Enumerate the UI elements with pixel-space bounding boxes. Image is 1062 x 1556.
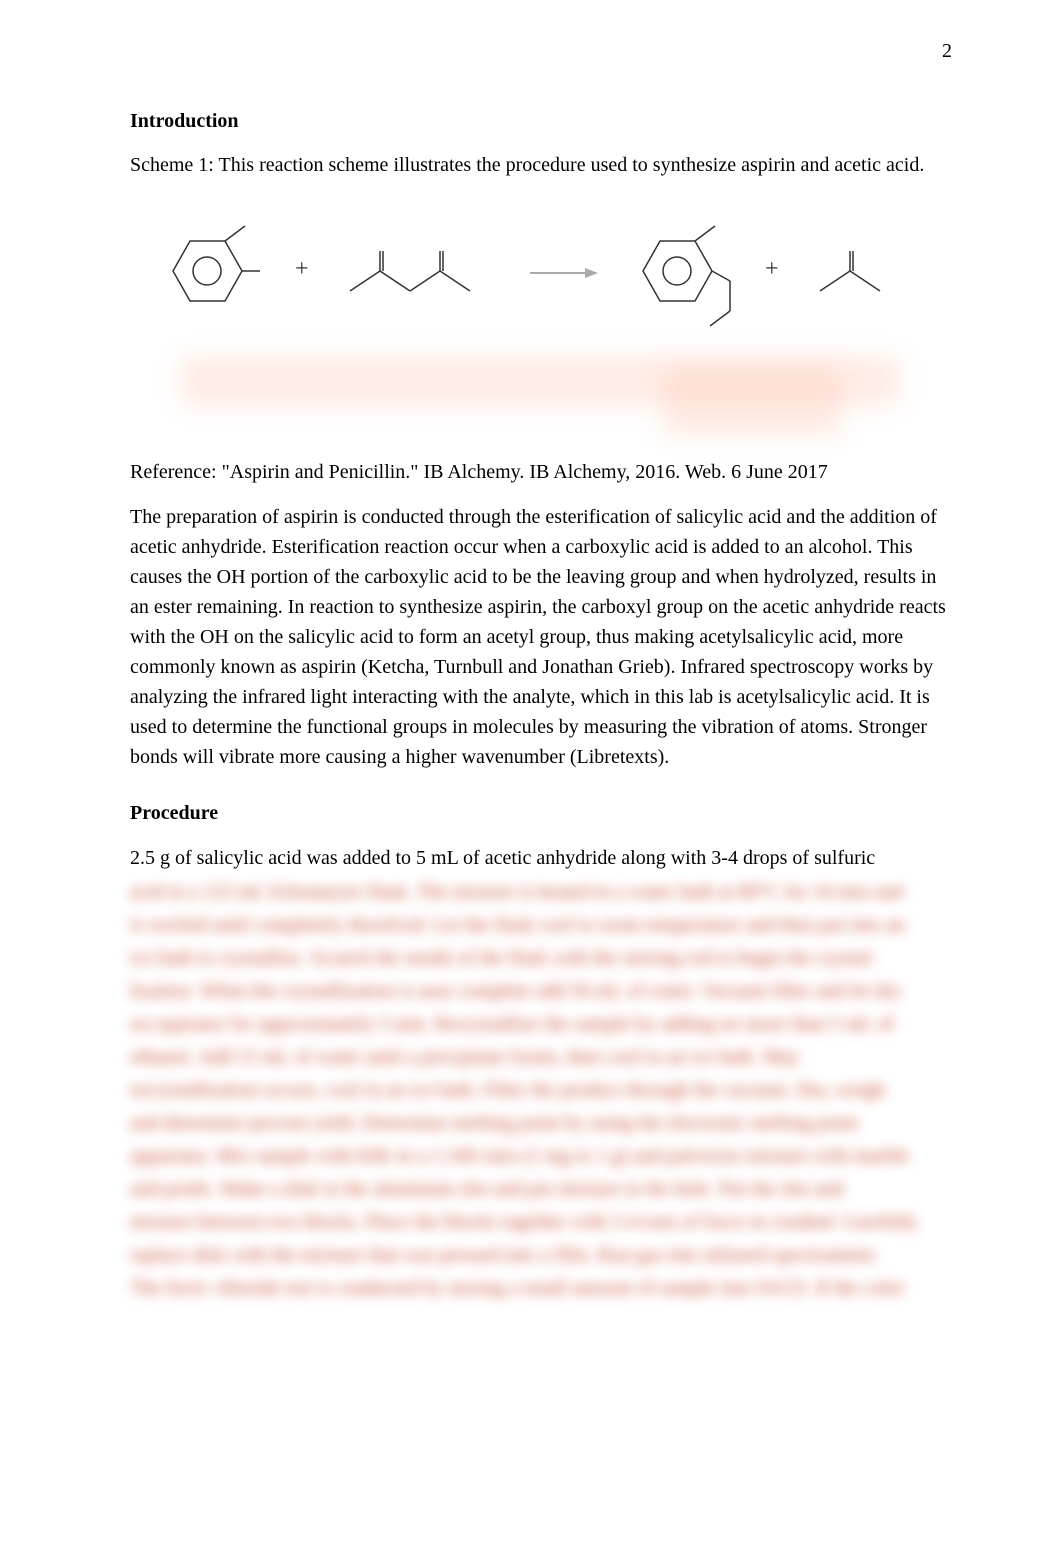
acetic-acid-structure — [810, 241, 910, 316]
page-number: 2 — [942, 40, 952, 63]
aspirin-structure — [630, 221, 740, 366]
salicylic-acid-structure: O — [160, 221, 260, 346]
procedure-blurred-content: acid in a 125 mL Erlenmeyer flask. The m… — [130, 877, 952, 1303]
blurred-text-line: acid in a 125 mL Erlenmeyer flask. The m… — [130, 877, 952, 907]
acetic-anhydride-structure — [340, 241, 500, 316]
blurred-text-line: and pestle. Make a disk in the aluminum … — [130, 1174, 952, 1204]
introduction-heading: Introduction — [130, 110, 952, 133]
blurred-text-line: The ferric chloride test is conducted by… — [130, 1273, 952, 1303]
reaction-diagram: O + + — [130, 191, 952, 451]
procedure-heading: Procedure — [130, 802, 952, 825]
blurred-text-line: lization. When the crystallization is ne… — [130, 976, 952, 1006]
blurred-text-line: replace disk with the mixture that was p… — [130, 1240, 952, 1270]
procedure-visible-text: 2.5 g of salicylic acid was added to 5 m… — [130, 843, 952, 873]
plus-sign-1: + — [295, 256, 309, 283]
plus-sign-2: + — [765, 256, 779, 283]
blurred-text-line: on aspirator for approximately 5 min. Re… — [130, 1009, 952, 1039]
blurred-text-line: ethanol. Add 15 mL of water until a prec… — [130, 1042, 952, 1072]
reaction-arrow — [530, 263, 600, 288]
blurred-text-line: recrystallization occurs, cool in an ice… — [130, 1075, 952, 1105]
blurred-text-line: and determine percent yield. Determine m… — [130, 1108, 952, 1138]
aspirin-label-blur — [662, 366, 842, 436]
blurred-text-line: apparatus. Mix sample with KBr in a 1:10… — [130, 1141, 952, 1171]
reference-citation: Reference: "Aspirin and Penicillin." IB … — [130, 461, 952, 484]
svg-text:O: O — [235, 221, 242, 224]
blurred-text-line: mixture between two blocks. Place the bl… — [130, 1207, 952, 1237]
blurred-text-line: ice bath to crystallize. Scratch the ins… — [130, 943, 952, 973]
blurred-text-line: is swirled until completely dissolved. L… — [130, 910, 952, 940]
introduction-paragraph: The preparation of aspirin is conducted … — [130, 502, 952, 772]
scheme-caption: Scheme 1: This reaction scheme illustrat… — [130, 151, 952, 179]
